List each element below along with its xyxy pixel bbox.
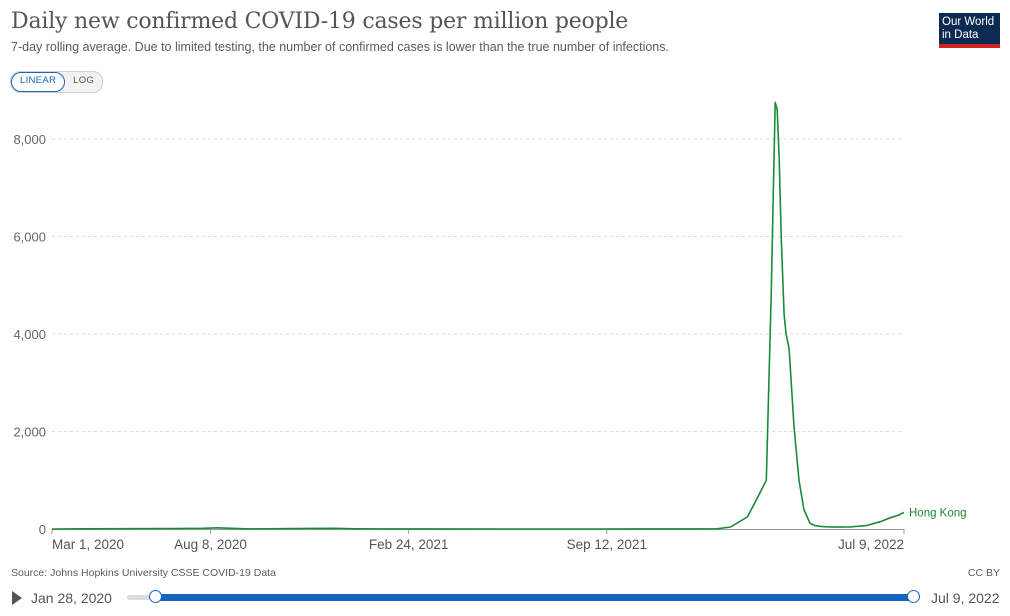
log-scale-button[interactable]: LOG xyxy=(73,75,95,86)
series-label-hong-kong[interactable]: Hong Kong xyxy=(909,507,967,519)
y-tick-label: 0 xyxy=(39,522,46,537)
x-tick-label: Mar 1, 2020 xyxy=(52,537,124,552)
chart-title: Daily new confirmed COVID-19 cases per m… xyxy=(11,9,629,34)
y-tick-label: 4,000 xyxy=(13,327,46,342)
grid-lines xyxy=(52,138,904,432)
timeline-start-label: Jan 28, 2020 xyxy=(31,590,112,606)
x-tick-label: Jul 9, 2022 xyxy=(838,537,904,552)
x-tick-label: Sep 12, 2021 xyxy=(567,537,647,552)
license-link[interactable]: CC BY xyxy=(967,567,1000,579)
timeline-end-handle[interactable] xyxy=(907,590,920,603)
logo-line-2: in Data xyxy=(942,29,979,41)
scale-toggle: LINEAR LOG xyxy=(10,71,104,93)
line-chart: 0 2,000 4,000 6,000 8,000 Mar 1, 2020 Aug 8, 2… xyxy=(13,101,967,552)
x-tick-label: Feb 24, 2021 xyxy=(369,537,449,552)
owid-logo[interactable]: Our World in Data xyxy=(939,13,1000,48)
x-tick-label: Aug 8, 2020 xyxy=(174,537,247,552)
timeline: Jan 28, 2020 Jul 9, 2022 xyxy=(0,585,1010,611)
series-line-hong-kong[interactable] xyxy=(51,101,905,530)
y-tick-label: 2,000 xyxy=(13,425,46,440)
chart-subtitle: 7-day rolling average. Due to limited te… xyxy=(11,40,669,54)
timeline-start-handle[interactable] xyxy=(149,590,162,603)
series-layer: Hong Kong xyxy=(51,101,967,530)
play-icon[interactable] xyxy=(12,591,22,605)
timeline-selected-range[interactable] xyxy=(156,594,915,601)
axes: 0 2,000 4,000 6,000 8,000 Mar 1, 2020 Aug 8, 2… xyxy=(13,132,905,552)
timeline-end-label: Jul 9, 2022 xyxy=(931,590,1000,606)
logo-line-1: Our World xyxy=(942,16,995,28)
y-tick-label: 6,000 xyxy=(13,230,46,245)
source-note[interactable]: Source: Johns Hopkins University CSSE CO… xyxy=(11,567,276,579)
linear-scale-button[interactable]: LINEAR xyxy=(11,72,66,92)
y-tick-label: 8,000 xyxy=(13,132,46,147)
